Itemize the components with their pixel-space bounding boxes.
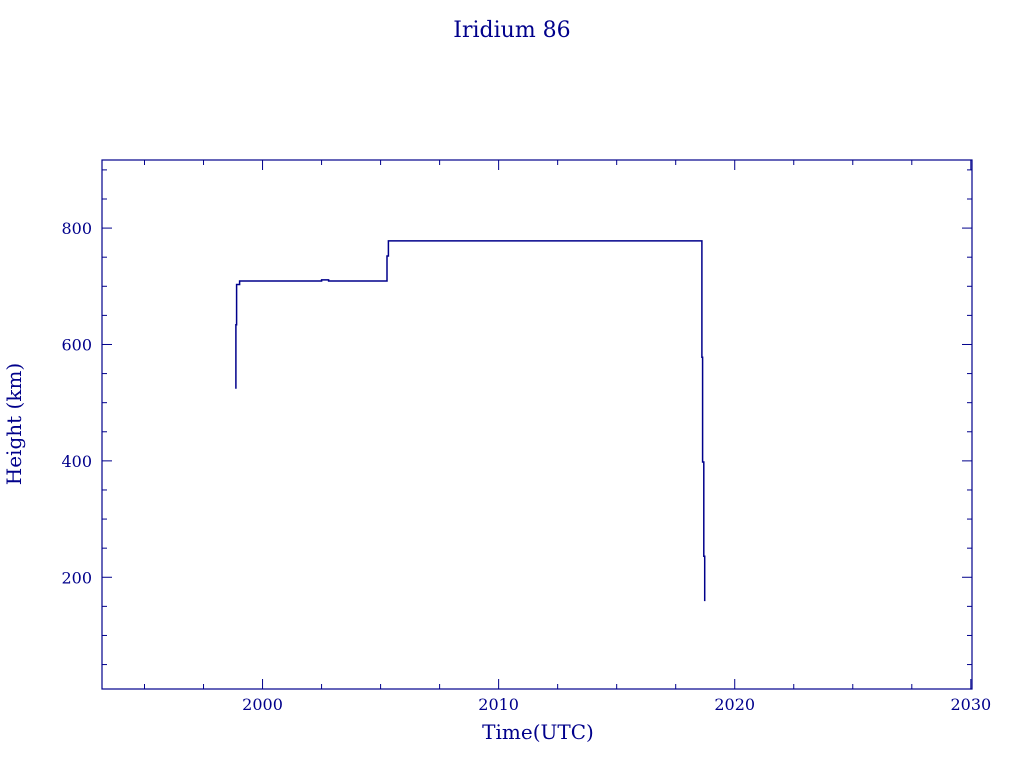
y-axis-label: Height (km): [2, 363, 26, 485]
plot-frame: [101, 159, 973, 690]
chart-title: Iridium 86: [453, 18, 570, 43]
y-tick-label: 800: [61, 219, 92, 238]
y-tick-label: 400: [61, 452, 92, 471]
height-series-line: [235, 240, 706, 602]
y-tick-label: 600: [61, 335, 92, 354]
x-tick-label: 2000: [242, 695, 283, 714]
x-tick-label: 2030: [950, 695, 991, 714]
x-axis-label: Time(UTC): [482, 720, 594, 744]
x-tick-label: 2010: [478, 695, 519, 714]
x-tick-label: 2020: [714, 695, 755, 714]
y-tick-label: 200: [61, 568, 92, 587]
